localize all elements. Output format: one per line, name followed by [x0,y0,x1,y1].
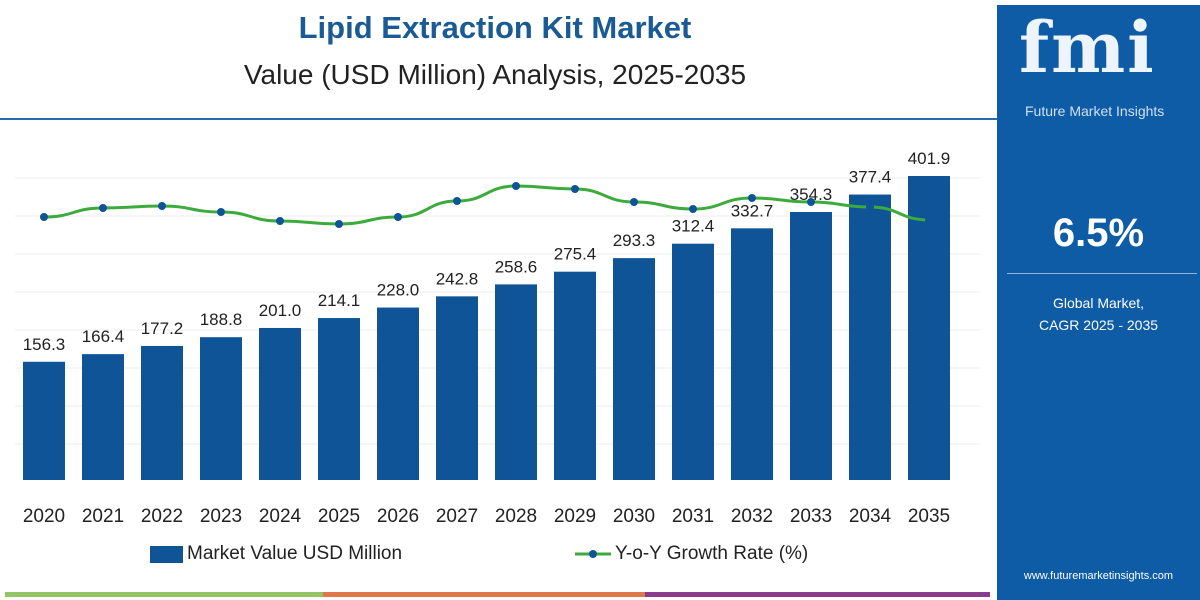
bar-label-2027: 242.8 [436,269,479,288]
bar-label-2028: 258.6 [495,257,538,276]
growth-point-2027 [453,197,461,205]
bar-2034 [849,194,891,480]
footer-strip-orange [323,592,645,597]
x-tick-2032: 2032 [731,506,773,527]
bar-2030 [613,258,655,480]
bar-2023 [200,337,242,480]
bar-label-2034: 377.4 [849,168,892,187]
x-tick-2030: 2030 [613,506,655,527]
bar-label-2021: 166.4 [82,327,125,346]
footer-strip-purple [645,592,990,597]
bar-label-2026: 228.0 [377,281,420,300]
bar-2029 [554,271,596,480]
legend-bar-swatch [150,545,183,563]
bar-2021 [82,354,124,480]
x-tick-2025: 2025 [318,506,360,527]
growth-point-2025 [335,220,343,228]
x-tick-2022: 2022 [141,506,183,527]
legend-line-label: Y-o-Y Growth Rate (%) [615,543,809,564]
bar-2020 [23,361,65,480]
legend-bar: Market Value USD Million [150,543,402,565]
bar-2033 [790,212,832,480]
chart-title: Lipid Extraction Kit Market [298,10,692,45]
bar-label-2024: 201.0 [259,301,302,320]
bar-label-2023: 188.8 [200,310,243,329]
bar-label-2025: 214.1 [318,291,361,310]
bar-label-2032: 332.7 [731,201,774,220]
growth-point-2033 [807,198,815,206]
legend-line: Y-o-Y Growth Rate (%) [575,543,808,565]
cagr-value: 6.5% [1052,211,1145,255]
bar-2028 [495,284,537,480]
footer-strip-green [5,592,323,597]
x-tick-2024: 2024 [259,506,302,527]
x-tick-2034: 2034 [849,506,892,527]
x-tick-2026: 2026 [377,506,419,527]
panel-divider [1007,273,1197,274]
growth-point-2031 [689,205,697,213]
chart-area: 156.3 2020 166.4 2021 177.2 2022 188.8 2023 201.… [15,149,980,527]
growth-point-2021 [99,204,107,212]
website-url[interactable]: www.futuremarketinsights.com [1023,570,1174,582]
growth-line [43,184,930,226]
growth-point-2032 [748,194,756,202]
growth-point-2020 [40,213,48,221]
cagr-label-line1: Global Market, [1052,295,1145,311]
bar-label-2033: 354.3 [790,185,833,204]
bar-2025 [318,318,360,480]
fmi-logo: fmi [1019,6,1156,89]
growth-point-2034 [866,203,874,211]
x-tick-2021: 2021 [82,506,124,527]
chart-subtitle: Value (USD Million) Analysis, 2025-2035 [243,59,747,90]
growth-point-2022 [158,202,166,210]
growth-point-2023 [217,208,225,216]
bar-2032 [731,228,773,480]
bar-2031 [672,243,714,480]
legend-bar-label: Market Value USD Million [187,543,403,564]
logo-subtitle: Future Market Insights [1025,103,1165,119]
bar-2026 [377,307,419,480]
x-tick-2035: 2035 [908,506,950,527]
x-tick-2029: 2029 [554,506,596,527]
growth-point-2028 [512,182,520,190]
growth-point-2024 [276,217,284,225]
bar-label-2022: 177.2 [141,319,184,338]
growth-point-2026 [394,213,402,221]
bar-label-2031: 312.4 [672,217,715,236]
info-panel: fmi Future Market Insights 6.5% Global M… [997,5,1200,600]
legend-line-swatch [575,550,611,558]
bar-label-2020: 156.3 [23,335,66,354]
bar-label-2030: 293.3 [613,231,656,250]
x-tick-2028: 2028 [495,506,537,527]
x-tick-2020: 2020 [23,506,65,527]
bar-label-2035: 401.9 [908,149,951,168]
bar-2027 [436,296,478,480]
cagr-label: Global Market, CAGR 2025 - 2035 [997,292,1200,336]
bar-2022 [141,345,183,480]
header-divider [0,118,997,120]
x-tick-2033: 2033 [790,506,832,527]
growth-point-2035 [925,216,933,224]
bar-2024 [259,327,301,480]
bar-2035 [908,176,950,480]
bar-label-2029: 275.4 [554,245,597,264]
growth-point-2029 [571,185,579,193]
x-tick-2031: 2031 [672,506,714,527]
growth-point-2030 [630,198,638,206]
cagr-label-line2: CAGR 2025 - 2035 [1038,317,1159,333]
x-tick-2023: 2023 [200,506,242,527]
x-tick-2027: 2027 [436,506,478,527]
